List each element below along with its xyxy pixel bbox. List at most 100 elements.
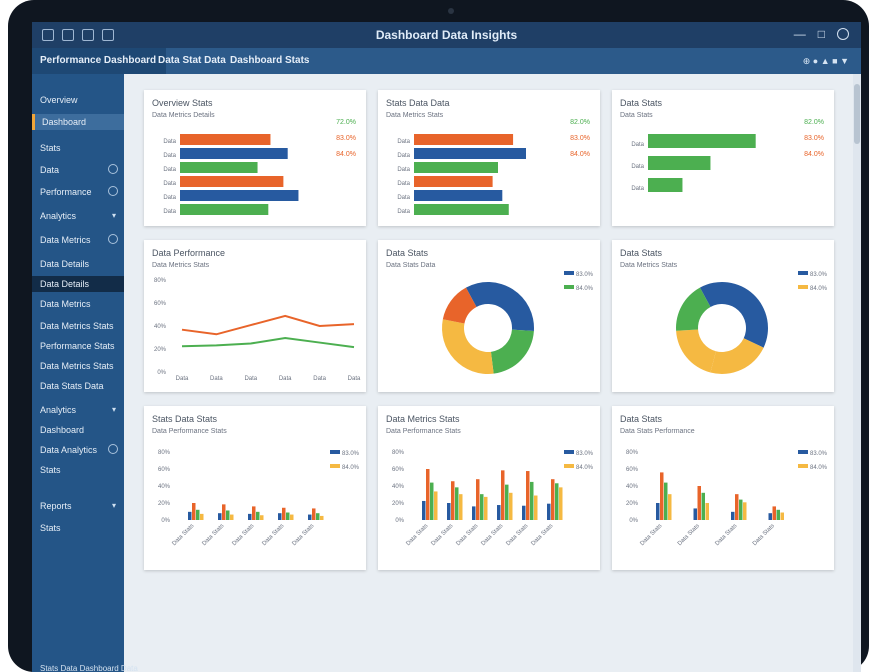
sidebar-item-data[interactable]: Data	[32, 162, 124, 178]
sidebar-item-data-details[interactable]: Data Details	[32, 256, 124, 272]
donut-slice	[699, 282, 768, 348]
toolbar-tools[interactable]: ⊕ ● ▲ ■ ▼	[802, 56, 849, 66]
card-hbar-2[interactable]: Stats Data Data Data Metrics Stats Data D…	[378, 90, 600, 226]
legend-label: 84.0%	[342, 465, 360, 471]
minimize-icon[interactable]: —	[793, 27, 806, 41]
sidebar-item-data-stats-data[interactable]: Data Stats Data	[32, 378, 124, 394]
sidebar-item-data-metrics-stats-2[interactable]: Data Metrics Stats	[32, 358, 124, 374]
legend-label: 84.0%	[810, 286, 828, 292]
bar	[218, 513, 222, 520]
legend-label: 84.0%	[810, 465, 828, 471]
bar	[196, 509, 200, 520]
sidebar-item-stats-3[interactable]: Stats	[32, 520, 124, 536]
card-title: Data Stats	[386, 248, 429, 258]
card-donut-1[interactable]: Data Stats Data Stats Data 83.0% 84.0%	[378, 240, 600, 392]
bar	[180, 190, 299, 201]
bar	[693, 508, 697, 520]
x-tick-label: Data	[244, 376, 257, 382]
bar	[200, 513, 204, 520]
card-subtitle: Data Metrics Stats	[386, 112, 444, 119]
bar	[316, 513, 320, 520]
y-tick-label: 80%	[154, 278, 167, 284]
bar	[290, 514, 294, 520]
sidebar-item-stats-2[interactable]: Stats	[32, 462, 124, 478]
card-subtitle: Data Stats Performance	[620, 428, 695, 435]
x-tick-label: Data Stats	[639, 523, 663, 547]
bar	[701, 492, 705, 520]
camera-dot	[448, 8, 454, 14]
save-icon[interactable]	[82, 29, 94, 41]
document-icon[interactable]	[102, 29, 114, 41]
sidebar-item-reports[interactable]: Reports ▾	[32, 498, 124, 514]
menu-icon[interactable]	[42, 29, 54, 41]
card-title: Data Performance	[152, 248, 226, 258]
sidebar-item-performance[interactable]: Performance	[32, 184, 124, 200]
close-icon[interactable]	[837, 28, 849, 40]
restore-icon[interactable]: □	[817, 27, 825, 41]
card-title: Data Stats	[620, 414, 663, 424]
tab-dashboard-stats[interactable]: Dashboard Stats	[230, 55, 310, 66]
bar	[731, 511, 735, 520]
card-subtitle: Data Metrics Stats	[152, 262, 210, 269]
file-icon[interactable]	[62, 29, 74, 41]
sidebar-item-overview[interactable]: Overview	[32, 92, 124, 108]
tab-data-stat-data[interactable]: Data Stat Data	[158, 55, 226, 66]
y-tick-label: 60%	[154, 301, 167, 307]
bar	[735, 494, 739, 520]
sidebar-item-data-analytics[interactable]: Data Analytics	[32, 442, 124, 458]
sidebar-item-stats[interactable]: Stats	[32, 140, 124, 156]
bar	[188, 511, 192, 520]
bar	[414, 190, 503, 201]
sidebar-item-analytics-2[interactable]: Analytics ▾	[32, 402, 124, 418]
card-line[interactable]: Data Performance Data Metrics Stats 80% 6…	[144, 240, 366, 392]
card-hbar-3[interactable]: Data Stats Data Stats Data Data Data 82.0% 8…	[612, 90, 834, 226]
tab-performance-dashboard[interactable]: Performance Dashboard	[32, 48, 166, 74]
bar	[776, 509, 780, 520]
card-vbar-2[interactable]: Data Metrics Stats Data Performance Stat…	[378, 406, 600, 570]
bar	[434, 491, 438, 520]
sidebar-item-performance-stats[interactable]: Performance Stats	[32, 338, 124, 354]
sidebar-item-label: Analytics	[40, 405, 77, 415]
legend-swatch	[564, 464, 574, 468]
bar-category-label: Data	[163, 195, 176, 201]
bar	[430, 482, 434, 520]
x-tick-label: Data Stats	[405, 523, 429, 547]
bar-category-label: Data	[397, 167, 410, 173]
legend-label: 82.0%	[804, 119, 824, 126]
sidebar-item-label: Stats	[40, 465, 61, 475]
scroll-thumb[interactable]	[854, 84, 860, 144]
card-vbar-1[interactable]: Stats Data Stats Data Performance Stats …	[144, 406, 366, 570]
chevron-down-icon: ▾	[111, 405, 116, 414]
x-tick-label: Data Stats	[677, 523, 701, 547]
sidebar-item-analytics[interactable]: Analytics ▾	[32, 208, 124, 224]
scrollbar[interactable]	[853, 74, 861, 672]
y-tick-label: 80%	[626, 450, 639, 456]
bar-category-label: Data	[397, 153, 410, 159]
bar	[555, 483, 559, 520]
x-tick-label: Data Stats	[530, 523, 554, 547]
bar	[180, 148, 288, 159]
title-bar: Dashboard Data Insights — □	[32, 22, 861, 48]
y-tick-label: 60%	[392, 467, 405, 473]
sidebar-item-data-metrics-2[interactable]: Data Metrics	[32, 296, 124, 312]
bar-category-label: Data	[163, 139, 176, 145]
sidebar-item-data-metrics-stats[interactable]: Data Metrics Stats	[32, 318, 124, 334]
legend-label: 83.0%	[810, 451, 828, 457]
sidebar-item-dashboard[interactable]: Dashboard	[32, 114, 124, 130]
bar	[547, 503, 551, 520]
bar-category-label: Data	[631, 142, 644, 148]
sidebar-item-dashboard-2[interactable]: Dashboard	[32, 422, 124, 438]
legend-label: 84.0%	[576, 286, 594, 292]
card-vbar-3[interactable]: Data Stats Data Stats Performance 80% 60%…	[612, 406, 834, 570]
series-line	[181, 336, 355, 349]
sidebar-item-data-details-selected[interactable]: Data Details	[32, 276, 124, 292]
y-tick-label: 0%	[157, 370, 166, 376]
bar	[455, 487, 459, 520]
sidebar: Overview Dashboard Stats Data Performanc…	[32, 74, 138, 672]
card-title: Data Stats	[620, 248, 663, 258]
card-hbar-1[interactable]: Overview Stats Data Metrics Details Data…	[144, 90, 366, 226]
sidebar-item-data-metrics[interactable]: Data Metrics	[32, 232, 124, 248]
x-tick-label: Data Stats	[231, 523, 255, 547]
legend-swatch	[798, 271, 808, 275]
card-donut-2[interactable]: Data Stats Data Metrics Stats 83.0% 84.0%	[612, 240, 834, 392]
